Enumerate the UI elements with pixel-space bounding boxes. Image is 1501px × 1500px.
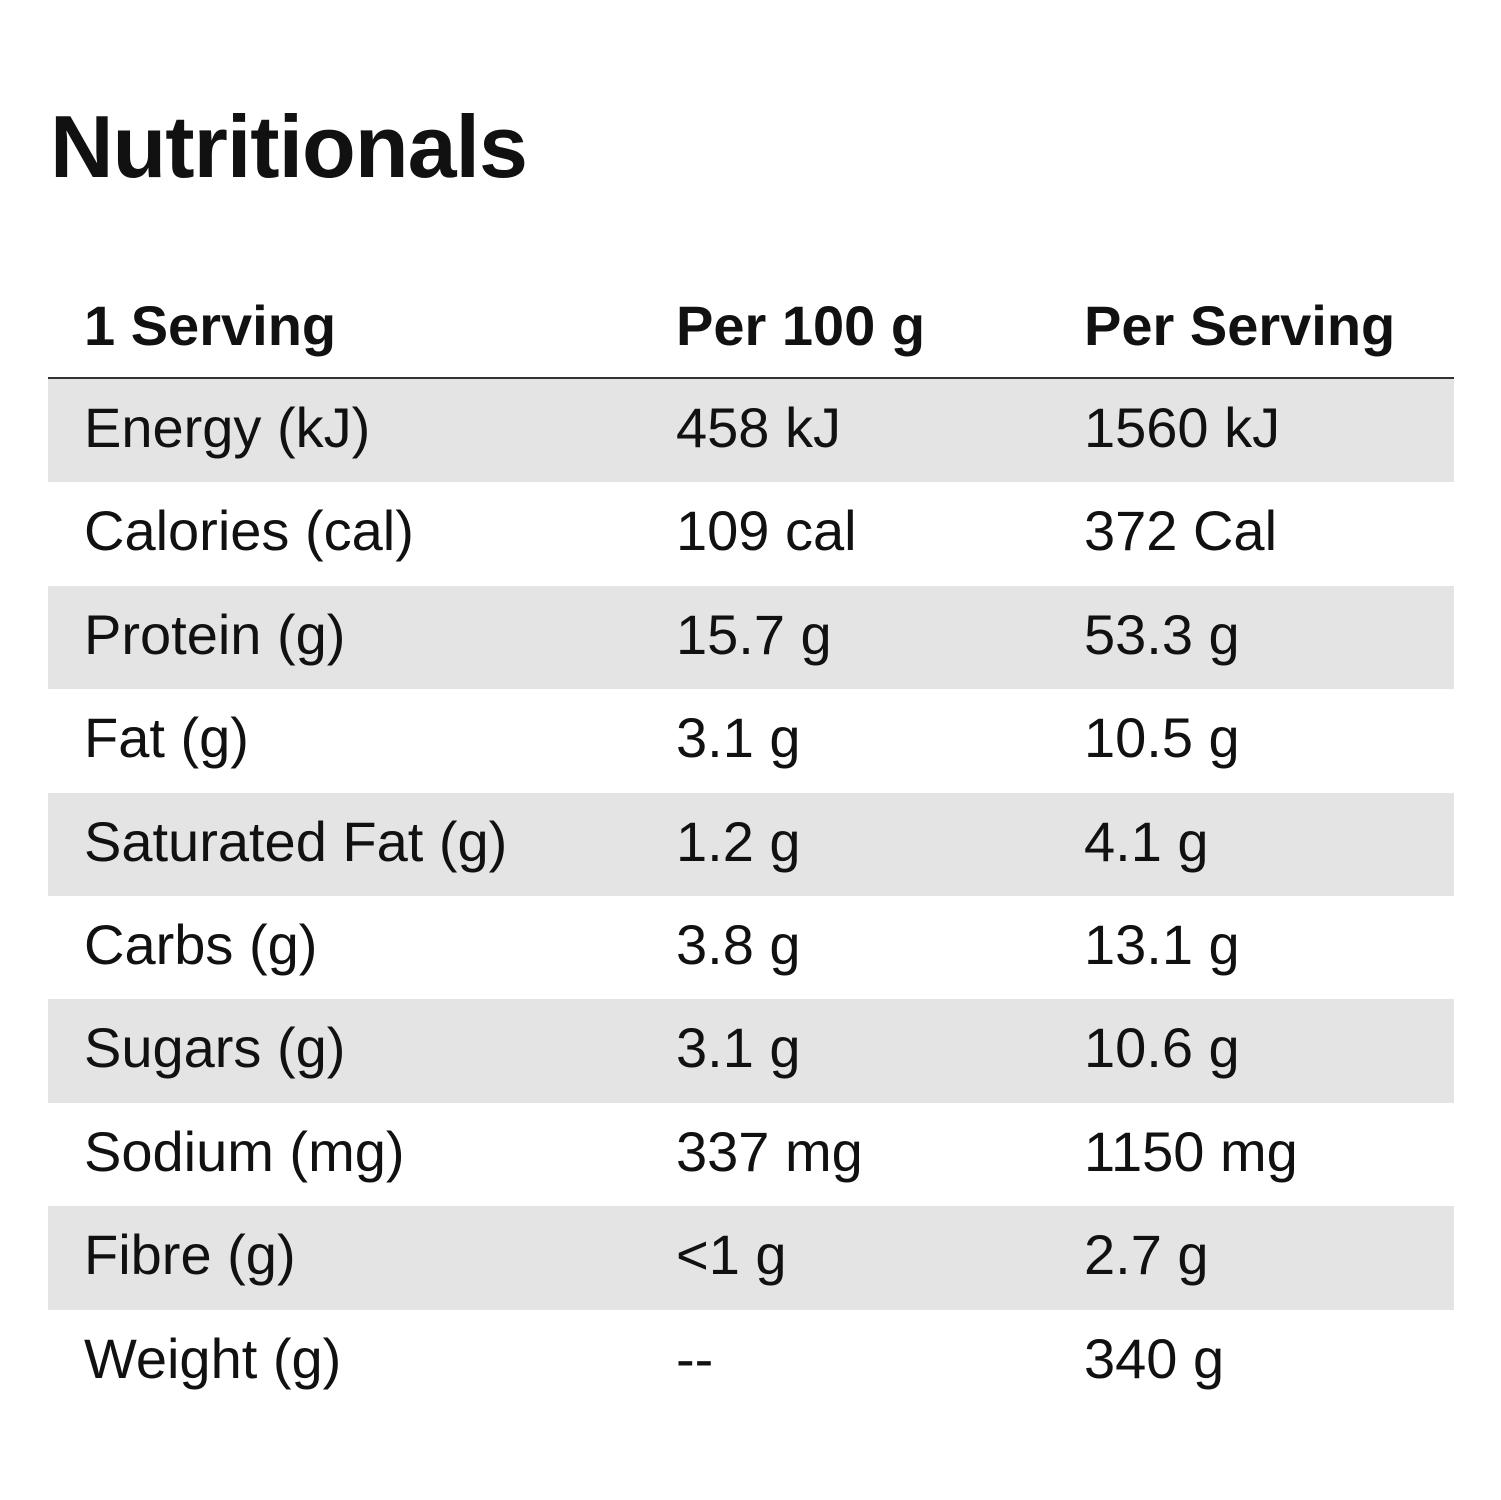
per-serving-value: 2.7 g xyxy=(1084,1223,1209,1287)
nutrient-label: Sugars (g) xyxy=(84,1016,346,1080)
per-100g-value: 1.2 g xyxy=(676,809,801,873)
table-body: Energy (kJ) 458 kJ 1560 kJ Calories (cal… xyxy=(48,379,1454,1413)
per-100g-value: 109 cal xyxy=(676,499,857,563)
per-serving-value: 4.1 g xyxy=(1084,809,1209,873)
per-100g-value: 3.1 g xyxy=(676,1016,801,1080)
table-row: Calories (cal) 109 cal 372 Cal xyxy=(48,482,1454,585)
table-row: Saturated Fat (g) 1.2 g 4.1 g xyxy=(48,792,1454,896)
nutrient-label: Carbs (g) xyxy=(84,912,318,976)
header-serving: 1 Serving xyxy=(84,294,337,357)
table-row: Energy (kJ) 458 kJ 1560 kJ xyxy=(48,379,1454,483)
header-per-serving: Per Serving xyxy=(1084,294,1396,357)
table-row: Sodium (mg) 337 mg 1150 mg xyxy=(48,1103,1454,1206)
nutrient-label: Sodium (mg) xyxy=(84,1119,405,1183)
table-header: 1 Serving Per 100 g Per Serving xyxy=(48,274,1454,379)
per-100g-value: <1 g xyxy=(676,1223,787,1287)
nutrient-label: Fibre (g) xyxy=(84,1223,296,1287)
per-100g-value: -- xyxy=(676,1326,714,1390)
table-row: Protein (g) 15.7 g 53.3 g xyxy=(48,585,1454,690)
table-row: Sugars (g) 3.1 g 10.6 g xyxy=(48,999,1454,1103)
per-100g-value: 3.1 g xyxy=(676,706,801,770)
per-100g-value: 337 mg xyxy=(676,1119,863,1183)
page-title: Nutritionals xyxy=(50,97,528,196)
nutrient-label: Protein (g) xyxy=(84,602,346,666)
table-row: Fat (g) 3.1 g 10.5 g xyxy=(48,689,1454,792)
header-per-100g: Per 100 g xyxy=(676,294,926,357)
table-row: Carbs (g) 3.8 g 13.1 g xyxy=(48,896,1454,999)
per-serving-value: 340 g xyxy=(1084,1326,1225,1390)
nutrition-table: 1 Serving Per 100 g Per Serving Energy (… xyxy=(48,274,1454,1413)
per-serving-value: 10.5 g xyxy=(1084,706,1240,770)
per-100g-value: 15.7 g xyxy=(676,602,832,666)
per-serving-value: 10.6 g xyxy=(1084,1016,1240,1080)
per-serving-value: 13.1 g xyxy=(1084,912,1240,976)
nutrient-label: Calories (cal) xyxy=(84,499,414,563)
per-serving-value: 372 Cal xyxy=(1084,499,1278,563)
nutrient-label: Saturated Fat (g) xyxy=(84,809,508,873)
per-serving-value: 53.3 g xyxy=(1084,602,1240,666)
nutrient-label: Energy (kJ) xyxy=(84,396,371,459)
per-serving-value: 1150 mg xyxy=(1084,1119,1298,1183)
table-row: Weight (g) -- 340 g xyxy=(48,1310,1454,1413)
nutrient-label: Fat (g) xyxy=(84,706,249,770)
per-100g-value: 458 kJ xyxy=(676,396,841,459)
per-serving-value: 1560 kJ xyxy=(1084,396,1281,459)
nutrient-label: Weight (g) xyxy=(84,1326,342,1390)
per-100g-value: 3.8 g xyxy=(676,912,801,976)
table-row: Fibre (g) <1 g 2.7 g xyxy=(48,1206,1454,1310)
